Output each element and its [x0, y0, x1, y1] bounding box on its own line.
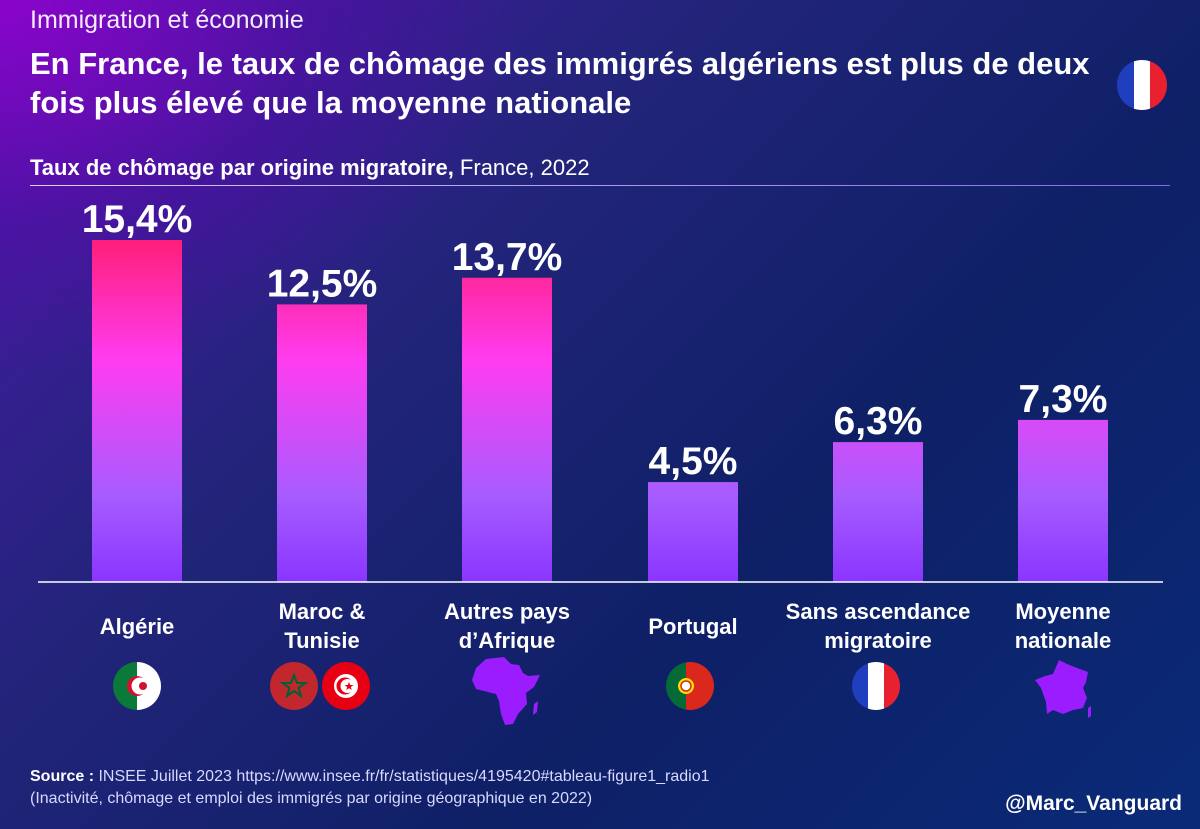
subtitle-rest: France, 2022 — [453, 155, 590, 180]
category-label-line: Portugal — [648, 614, 738, 639]
category-label: Immigration et économie — [30, 6, 304, 34]
category-label-2: Autres pays d’Afrique — [412, 597, 602, 655]
category-label-line: Autres pays — [444, 599, 570, 624]
headline: En France, le taux de chômage des immigr… — [30, 46, 1090, 120]
france-map-icon — [1033, 658, 1093, 725]
value-label-3: 4,5% — [649, 440, 738, 483]
tunisia-flag-icon — [322, 662, 370, 710]
category-label-5: Moyenne nationale — [968, 597, 1158, 655]
category-label-line: Sans ascendance — [785, 599, 971, 624]
category-label-1: Maroc & Tunisie — [227, 597, 417, 655]
algeria-flag-icon — [113, 662, 161, 710]
category-label-line: Moyenne — [1015, 599, 1111, 624]
bar-2 — [462, 277, 552, 582]
bar-1 — [277, 304, 367, 582]
value-label-0: 15,4% — [82, 198, 193, 241]
chart-subtitle: Taux de chômage par origine migratoire, … — [30, 155, 590, 181]
value-label-4: 6,3% — [834, 400, 923, 443]
bar-5 — [1018, 419, 1108, 582]
category-label-line: Algérie — [99, 614, 175, 639]
france-flag-icon — [1117, 60, 1167, 110]
source-line: Source : INSEE Juillet 2023 https://www.… — [30, 766, 709, 788]
category-label-line: migratoire — [824, 628, 932, 653]
source-note: Source : INSEE Juillet 2023 https://www.… — [30, 766, 709, 810]
source-text: INSEE Juillet 2023 https://www.insee.fr/… — [94, 768, 710, 785]
author-handle: @Marc_Vanguard — [1005, 792, 1182, 815]
source-subnote: (Inactivité, chômage et emploi des immig… — [30, 790, 593, 807]
value-label-5: 7,3% — [1019, 378, 1108, 421]
bar-4 — [833, 442, 923, 582]
category-label-line: Maroc & — [278, 599, 366, 624]
category-label-line: Tunisie — [284, 628, 360, 653]
category-label-3: Portugal — [598, 612, 788, 641]
africa-map-icon — [470, 656, 544, 731]
morocco-flag-icon — [270, 662, 318, 710]
category-label-0: Algérie — [42, 612, 232, 641]
bar-3 — [648, 482, 738, 582]
source-label: Source : — [30, 768, 95, 785]
title-divider — [30, 185, 1170, 186]
category-label-line: nationale — [1014, 628, 1112, 653]
subtitle-bold: Taux de chômage par origine migratoire, — [30, 155, 454, 180]
value-label-1: 12,5% — [267, 262, 378, 305]
portugal-flag-icon — [666, 662, 714, 710]
bar-0 — [92, 240, 182, 582]
value-label-2: 13,7% — [452, 236, 563, 279]
category-label-4: Sans ascendance migratoire — [783, 597, 973, 655]
category-label-line: d’Afrique — [458, 628, 556, 653]
france-flag-icon — [852, 662, 900, 710]
